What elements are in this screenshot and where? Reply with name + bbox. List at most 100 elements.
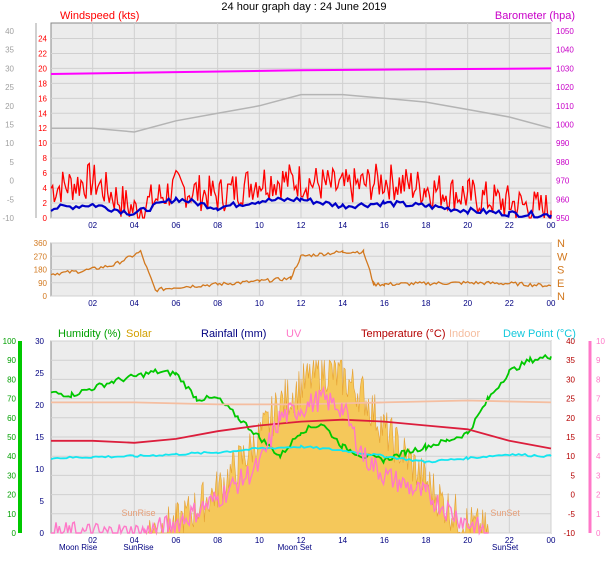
kts-tick-label: 18 [38,79,47,88]
series-temperature [51,418,552,450]
temp-tick-label: 25 [566,395,575,404]
temp-tick-label: 20 [566,414,575,423]
dir-tick-label: 180 [34,266,48,275]
kts-tick-label: 2 [43,199,48,208]
temp-tick-label: 10 [566,452,575,461]
series-wind-chill [51,93,552,133]
outer-tick-label: 40 [5,27,14,36]
series-wind-direction [50,248,552,293]
uv-tick-label: 8 [596,375,601,384]
x-tick-label: 10 [255,536,264,545]
x-tick-label: 14 [338,221,347,230]
humidity-tick-label: 60 [7,414,16,423]
kts-tick-label: 6 [43,169,48,178]
hpa-tick-label: 990 [556,139,570,148]
humidity-tick-label: 70 [7,395,16,404]
x-tick-label: 18 [422,221,431,230]
temp-tick-label: 35 [566,356,575,365]
x-tick-label: 14 [338,536,347,545]
temp-tick-label: 0 [571,491,576,500]
compass-label: W [557,251,568,263]
x-tick-label: 18 [422,536,431,545]
indoor-label: Indoor [449,328,481,340]
hpa-tick-label: 960 [556,195,570,204]
event-label-bottom: SunRise [123,543,154,552]
series-windspeed-gust [50,162,552,219]
event-label: SunRise [121,508,155,518]
uv-tick-label: 4 [596,452,601,461]
uv-tick-label: 1 [596,510,601,519]
x-tick-label: 22 [505,536,514,545]
x-tick-label: 00 [547,299,556,308]
hpa-tick-label: 1000 [556,121,574,130]
hpa-tick-label: 1010 [556,102,574,111]
outer-tick-label: 10 [5,139,14,148]
dir-tick-label: 0 [43,292,48,301]
temperature-label: Temperature (°C) [361,328,445,340]
uv-tick-label: 9 [596,356,601,365]
x-tick-label: 08 [213,221,222,230]
x-tick-label: 16 [380,221,389,230]
event-label-bottom: SunSet [492,543,519,552]
temp-tick-label: -10 [563,529,575,538]
kts-tick-label: 16 [38,94,47,103]
rain-tick-label: 10 [35,465,44,474]
x-tick-label: 02 [88,536,97,545]
uv-tick-label: 2 [596,491,601,500]
uv-tick-label: 3 [596,471,601,480]
x-tick-label: 22 [505,221,514,230]
humidity-tick-label: 0 [12,529,17,538]
kts-tick-label: 4 [43,184,48,193]
hpa-tick-label: 1020 [556,83,574,92]
x-tick-label: 18 [422,299,431,308]
x-tick-label: 06 [172,221,181,230]
chart-title: 24 hour graph day : 24 June 2019 [221,1,386,13]
outer-tick-label: 30 [5,64,14,73]
rain-tick-label: 20 [35,401,44,410]
uv-tick-label: 7 [596,395,601,404]
x-tick-label: 16 [380,299,389,308]
humidity-tick-label: 40 [7,452,16,461]
hpa-tick-label: 950 [556,214,570,223]
x-tick-label: 06 [172,536,181,545]
x-tick-label: 20 [463,221,472,230]
x-tick-label: 16 [380,536,389,545]
series-dew-point [50,444,552,464]
outer-tick-label: 20 [5,102,14,111]
uv-tick-label: 6 [596,414,601,423]
kts-tick-label: 0 [43,214,48,223]
compass-label: N [557,291,565,303]
outer-tick-label: -10 [2,214,14,223]
series-barometer [50,67,552,75]
event-label: SunSet [490,508,520,518]
kts-tick-label: 8 [43,154,48,163]
series-humidity [50,353,552,465]
x-tick-label: 02 [88,299,97,308]
dir-tick-label: 270 [34,252,48,261]
outer-tick-label: -5 [7,195,15,204]
x-tick-label: 12 [297,536,306,545]
humidity-tick-label: 20 [7,491,16,500]
event-label-bottom: Moon Set [278,543,313,552]
kts-tick-label: 14 [38,109,47,118]
rain-tick-label: 25 [35,369,44,378]
humidity-tick-label: 100 [3,337,17,346]
uv-label: UV [286,328,302,340]
rainfall-label: Rainfall (mm) [201,328,266,340]
outer-tick-label: 25 [5,83,14,92]
compass-label: N [557,238,565,250]
humidity-tick-label: 50 [7,433,16,442]
x-tick-label: 12 [297,299,306,308]
compass-label: E [557,278,564,290]
compass-label: S [557,265,564,277]
solar-label: Solar [126,328,152,340]
humidity-label: Humidity (%) [58,328,121,340]
series-indoor [51,399,552,406]
rain-tick-label: 15 [35,433,44,442]
series-windspeed-average [50,195,553,220]
x-tick-label: 08 [213,299,222,308]
x-tick-label: 10 [255,299,264,308]
humidity-tick-label: 90 [7,356,16,365]
x-tick-label: 00 [547,221,556,230]
humidity-tick-label: 10 [7,510,16,519]
